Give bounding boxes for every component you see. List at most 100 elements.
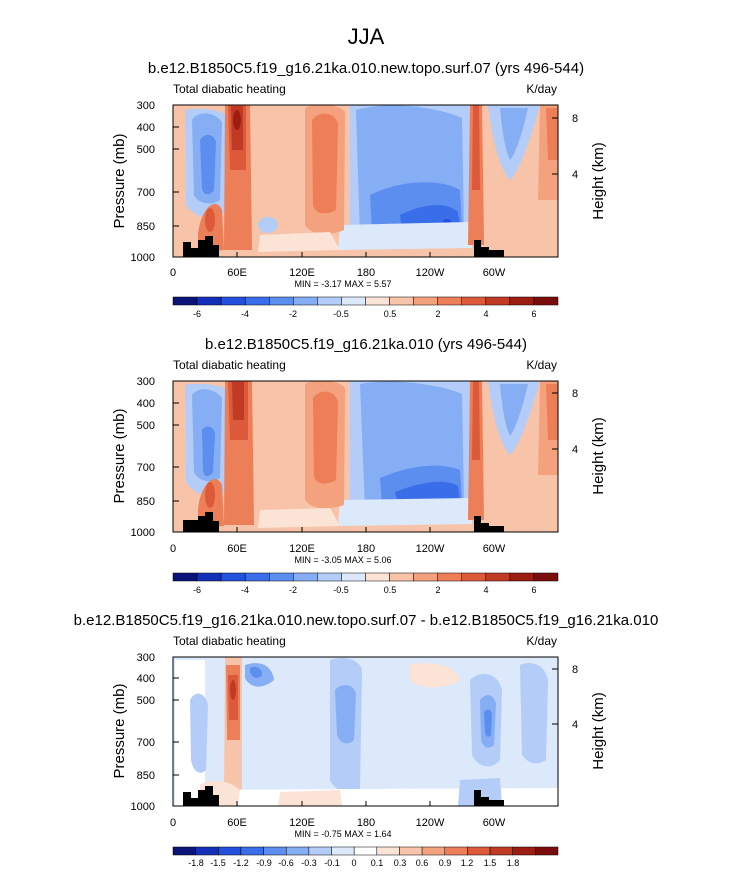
panel-2-cbar-label: 1.2: [461, 858, 474, 868]
panel-2-x-tick-180: 180: [357, 817, 375, 829]
panel-0-y-tick-500: 500: [137, 144, 155, 156]
colorbar-swatch: [421, 846, 446, 856]
colorbar-swatch: [317, 572, 342, 582]
panel-0-ylabel: Pressure (mb): [111, 133, 128, 228]
colorbar-swatch: [341, 572, 366, 582]
panel-1-y-tick-700: 700: [137, 462, 155, 474]
colorbar-swatch: [485, 296, 511, 306]
panel-1-cbar-label: -6: [193, 585, 201, 595]
panel-0-height-tick-4: 4: [572, 169, 578, 181]
colorbar-swatch: [376, 846, 400, 856]
colorbar-swatch: [389, 296, 414, 306]
panel-0-y-tick-300: 300: [137, 100, 155, 112]
panel-1-y-tick-1000: 1000: [131, 527, 155, 539]
colorbar-swatch: [308, 846, 332, 856]
panel-2: b.e12.B1850C5.f19_g16.21ka.010.new.topo.…: [74, 612, 659, 868]
colorbar-swatch: [353, 846, 378, 856]
panel-1: b.e12.B1850C5.f19_g16.21ka.010 (yrs 496-…: [111, 336, 607, 595]
panel-2-cbar-label: 0.3: [394, 858, 407, 868]
colorbar-swatch: [413, 296, 438, 306]
panel-1-ylabel-right: Height (km): [590, 417, 607, 495]
colorbar-swatch: [195, 846, 219, 856]
panel-2-cbar-label: -0.3: [301, 858, 317, 868]
colorbar-swatch: [218, 846, 242, 856]
panel-2-y-tick-850: 850: [137, 770, 155, 782]
panel-2-cbar-label: 0.9: [439, 858, 452, 868]
panel-2-x-axis: 0 60E 120E 180 120W 60W: [170, 801, 506, 829]
panel-0-cbar-label: -2: [289, 309, 297, 319]
colorbar-swatch: [437, 572, 462, 582]
panel-1-cbar-label: 4: [483, 585, 488, 595]
panel-1-y-tick-850: 850: [137, 496, 155, 508]
panel-2-colorbar: -1.8 -1.5 -1.2 -0.9 -0.6 -0.3 -0.1 0 0.1…: [172, 846, 559, 868]
panel-0-right-label: K/day: [526, 82, 557, 96]
panel-1-title: b.e12.B1850C5.f19_g16.21ka.010 (yrs 496-…: [205, 336, 527, 353]
panel-2-x-tick-60e: 60E: [227, 817, 247, 829]
panel-0-y-tick-1000: 1000: [131, 252, 155, 264]
panel-2-y-axis: 300 400 500 700 850 1000 Pressure (mb) 8…: [111, 652, 607, 813]
colorbar-swatch: [399, 846, 423, 856]
colorbar-swatch: [293, 296, 318, 306]
colorbar-swatch: [196, 572, 222, 582]
panel-1-y-tick-300: 300: [137, 376, 155, 388]
panel-0-height-tick-8: 8: [572, 113, 578, 125]
panel-2-cbar-label: -0.6: [278, 858, 294, 868]
colorbar-swatch: [244, 572, 270, 582]
colorbar-swatch: [244, 296, 270, 306]
colorbar-swatch: [220, 296, 246, 306]
panel-0-y-tick-700: 700: [137, 187, 155, 199]
figure-title: JJA: [348, 24, 385, 49]
panel-2-cbar-label: 0: [351, 858, 356, 868]
panel-2-left-label: Total diabatic heating: [173, 634, 286, 648]
panel-0-cbar-label: 6: [531, 309, 536, 319]
colorbar-swatch: [269, 296, 294, 306]
panel-2-stats: MIN = -0.75 MAX = 1.64: [294, 829, 391, 839]
panel-1-cbar-label: 2: [435, 585, 440, 595]
panel-1-y-tick-500: 500: [137, 420, 155, 432]
panel-2-height-tick-8: 8: [572, 664, 578, 676]
panel-0-cbar-label: 2: [435, 309, 440, 319]
colorbar-swatch: [220, 572, 246, 582]
panel-1-ylabel: Pressure (mb): [111, 408, 128, 503]
panel-2-title: b.e12.B1850C5.f19_g16.21ka.010.new.topo.…: [74, 612, 659, 629]
panel-1-x-tick-0: 0: [170, 543, 176, 555]
panel-1-left-label: Total diabatic heating: [173, 358, 286, 372]
colorbar-swatch: [485, 572, 511, 582]
panel-0-x-axis: 0 60E 120E 180 120W 60W: [170, 252, 506, 279]
panel-0-x-tick-60e: 60E: [227, 267, 247, 279]
colorbar-swatch: [461, 296, 487, 306]
panel-0-ylabel-right: Height (km): [590, 142, 607, 220]
panel-0-field: [173, 105, 558, 257]
panel-1-y-tick-400: 400: [137, 398, 155, 410]
panel-1-x-tick-120w: 120W: [416, 543, 445, 555]
panel-1-y-axis: 300 400 500 700 850 1000 Pressure (mb) 8…: [111, 376, 607, 539]
panel-1-cbar-label: -4: [241, 585, 249, 595]
panel-0-x-tick-0: 0: [170, 267, 176, 279]
panel-0-cbar-label: -0.5: [333, 309, 349, 319]
colorbar-swatch: [512, 846, 536, 856]
panel-0-cbar-label: 4: [483, 309, 488, 319]
panel-2-ylabel: Pressure (mb): [111, 683, 128, 778]
panel-2-cbar-label: -1.2: [233, 858, 249, 868]
colorbar-swatch: [365, 296, 390, 306]
colorbar-swatch: [533, 572, 559, 582]
panel-0-x-tick-180: 180: [357, 267, 375, 279]
colorbar-swatch: [437, 296, 462, 306]
panel-2-cbar-label: 1.5: [484, 858, 497, 868]
colorbar-swatch: [489, 846, 513, 856]
panel-0-title: b.e12.B1850C5.f19_g16.21ka.010.new.topo.…: [148, 60, 584, 77]
panel-2-cbar-label: 0.6: [416, 858, 429, 868]
panel-1-x-tick-180: 180: [357, 543, 375, 555]
panel-2-cbar-label: -1.5: [210, 858, 226, 868]
colorbar-swatch: [467, 846, 491, 856]
panel-0-left-label: Total diabatic heating: [173, 82, 286, 96]
panel-1-field: [173, 381, 558, 532]
colorbar-swatch: [317, 296, 342, 306]
colorbar-swatch: [172, 846, 196, 856]
panel-1-height-tick-4: 4: [572, 444, 578, 456]
colorbar-swatch: [365, 572, 390, 582]
panel-2-x-tick-120w: 120W: [416, 817, 445, 829]
colorbar-swatch: [461, 572, 487, 582]
panel-2-cbar-label: -0.9: [256, 858, 272, 868]
